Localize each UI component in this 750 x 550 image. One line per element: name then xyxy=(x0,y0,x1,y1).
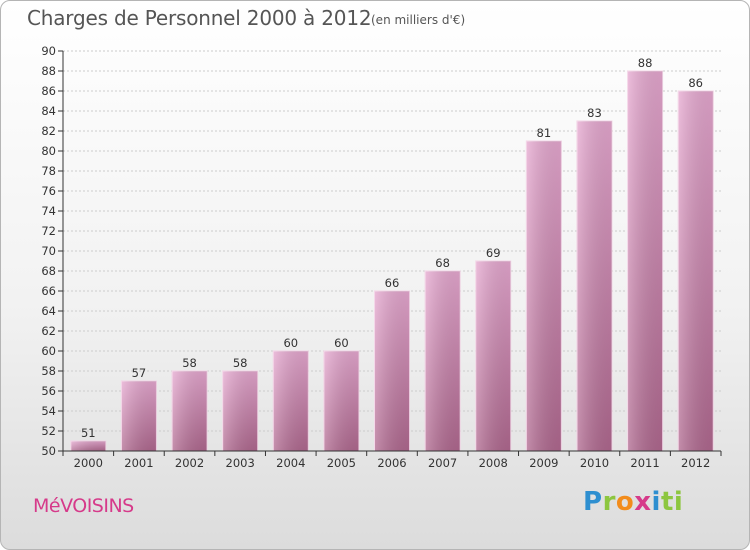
logo-letter: i xyxy=(651,487,661,517)
data-label: 60 xyxy=(283,336,298,350)
x-tick-label: 2010 xyxy=(580,456,609,470)
data-label: 66 xyxy=(385,276,400,290)
y-tick-label: 82 xyxy=(41,124,56,138)
x-tick-label: 2009 xyxy=(529,456,558,470)
x-tick-label: 2000 xyxy=(74,456,103,470)
y-tick-label: 88 xyxy=(41,64,56,78)
x-tick-label: 2003 xyxy=(226,456,255,470)
logo-letter: o xyxy=(615,487,635,517)
y-tick-label: 52 xyxy=(41,424,56,438)
y-tick-label: 64 xyxy=(41,304,56,318)
data-label: 86 xyxy=(688,76,703,90)
x-tick-label: 2004 xyxy=(276,456,305,470)
data-label: 88 xyxy=(638,56,653,70)
y-tick-label: 56 xyxy=(41,384,56,398)
bar-shade xyxy=(576,121,612,451)
x-tick-label: 2008 xyxy=(479,456,508,470)
x-tick-label: 2005 xyxy=(327,456,356,470)
y-tick-label: 80 xyxy=(41,144,56,158)
y-tick-label: 76 xyxy=(41,184,56,198)
x-tick-label: 2002 xyxy=(175,456,204,470)
y-tick-label: 62 xyxy=(41,324,56,338)
data-label: 81 xyxy=(537,126,552,140)
bar-shade xyxy=(172,371,208,451)
bar-shade xyxy=(222,371,258,451)
bar-shade xyxy=(627,71,663,451)
bar-shade xyxy=(323,351,359,451)
y-tick-label: 86 xyxy=(41,84,56,98)
chart-title: Charges de Personnel 2000 à 2012 xyxy=(27,6,372,30)
data-label: 58 xyxy=(233,356,248,370)
bar-shade xyxy=(526,141,562,451)
data-label: 69 xyxy=(486,246,501,260)
y-tick-label: 66 xyxy=(41,284,56,298)
y-tick-label: 58 xyxy=(41,364,56,378)
bar-shade xyxy=(678,91,714,451)
x-tick-label: 2006 xyxy=(377,456,406,470)
y-tick-label: 54 xyxy=(41,404,56,418)
y-tick-label: 72 xyxy=(41,224,56,238)
x-tick-label: 2011 xyxy=(630,456,659,470)
y-tick-label: 74 xyxy=(41,204,56,218)
y-tick-label: 60 xyxy=(41,344,56,358)
data-label: 57 xyxy=(132,366,147,380)
bar-shade xyxy=(374,291,410,451)
data-label: 68 xyxy=(435,256,450,270)
logo-letter: x xyxy=(634,487,652,517)
x-tick-label: 2001 xyxy=(124,456,153,470)
y-tick-label: 78 xyxy=(41,164,56,178)
proxiti-logo: Proxiti xyxy=(583,487,683,517)
y-tick-label: 70 xyxy=(41,244,56,258)
bar-shade xyxy=(425,271,461,451)
x-tick-label: 2007 xyxy=(428,456,457,470)
data-labels: 51 57 58 58 60 60 66 68 69 81 83 88 86 xyxy=(81,56,703,440)
x-tick-label: 2012 xyxy=(681,456,710,470)
bar-shade xyxy=(273,351,309,451)
bar-shade xyxy=(70,441,106,451)
axes: 50 52 54 56 58 60 62 64 66 68 70 72 74 76 78 80 82 84 86 88… xyxy=(41,44,722,470)
data-label: 83 xyxy=(587,106,602,120)
logo-letter: r xyxy=(602,487,616,517)
bars xyxy=(70,70,714,452)
data-label: 51 xyxy=(81,426,96,440)
data-label: 60 xyxy=(334,336,349,350)
bar-shade xyxy=(121,381,157,451)
chart-subtitle: (en milliers d'€) xyxy=(371,13,466,27)
y-tick-label: 84 xyxy=(41,104,56,118)
y-tick-label: 50 xyxy=(41,444,56,458)
logo-letter: ti xyxy=(660,487,684,517)
logo-letter: P xyxy=(583,487,603,517)
y-tick-label: 68 xyxy=(41,264,56,278)
data-label: 58 xyxy=(182,356,197,370)
y-tick-label: 90 xyxy=(41,44,56,58)
bar-shade xyxy=(475,261,511,451)
place-name: MéVOISINS xyxy=(33,495,134,517)
